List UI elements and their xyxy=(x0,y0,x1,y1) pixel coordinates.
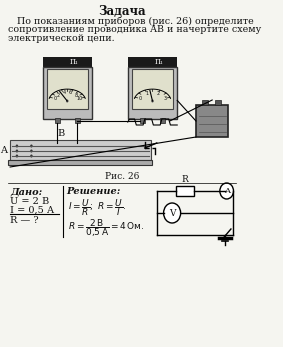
Circle shape xyxy=(151,100,154,102)
Text: 2: 2 xyxy=(57,93,60,98)
Text: 2: 2 xyxy=(156,91,160,96)
Bar xyxy=(55,118,60,123)
Text: Рис. 26: Рис. 26 xyxy=(105,172,140,181)
Circle shape xyxy=(30,150,33,152)
Circle shape xyxy=(16,144,18,147)
Bar xyxy=(132,69,173,109)
Text: $I = \dfrac{U}{R};\ R = \dfrac{U}{I}.$: $I = \dfrac{U}{R};\ R = \dfrac{U}{I}.$ xyxy=(68,197,126,218)
Text: 1: 1 xyxy=(145,91,149,96)
Text: электрической цепи.: электрической цепи. xyxy=(8,34,115,43)
Circle shape xyxy=(164,203,181,223)
Bar xyxy=(8,160,153,165)
Text: I = 0,5 А: I = 0,5 А xyxy=(10,206,54,215)
Bar xyxy=(202,100,209,105)
Text: 10: 10 xyxy=(77,96,83,101)
Circle shape xyxy=(30,154,33,158)
Bar xyxy=(42,57,92,67)
Text: U = 2 В: U = 2 В xyxy=(10,197,49,206)
Text: V: V xyxy=(169,209,175,218)
Text: R — ?: R — ? xyxy=(10,216,39,225)
Text: 8: 8 xyxy=(75,93,78,98)
Circle shape xyxy=(66,100,68,102)
Bar xyxy=(128,67,177,119)
Circle shape xyxy=(16,150,18,152)
Bar xyxy=(140,118,145,123)
Circle shape xyxy=(16,154,18,158)
Bar xyxy=(47,69,88,109)
Text: 6: 6 xyxy=(69,91,72,95)
Bar xyxy=(42,67,92,119)
Text: Задача: Задача xyxy=(98,5,146,18)
Text: П₁: П₁ xyxy=(155,58,164,66)
Bar xyxy=(10,140,151,160)
Text: A: A xyxy=(1,145,8,154)
Text: B: B xyxy=(58,129,65,138)
Text: $R = \dfrac{2\,\text{В}}{0{,}5\,\text{А}} = 4\,\text{Ом.}$: $R = \dfrac{2\,\text{В}}{0{,}5\,\text{А}… xyxy=(68,217,144,239)
Bar xyxy=(196,105,228,137)
Text: R: R xyxy=(181,175,188,184)
Bar xyxy=(215,100,221,105)
Bar xyxy=(74,118,80,123)
Text: По показаниям приборов (рис. 26) определите: По показаниям приборов (рис. 26) определ… xyxy=(8,16,254,25)
Text: Дано:: Дано: xyxy=(10,187,42,196)
Bar xyxy=(175,186,194,196)
Text: П₁: П₁ xyxy=(70,58,78,66)
Text: 0: 0 xyxy=(53,96,56,101)
Text: сопротивление проводника AB и начертите схему: сопротивление проводника AB и начертите … xyxy=(8,25,262,34)
Bar xyxy=(160,118,165,123)
Bar xyxy=(128,57,177,67)
Text: A: A xyxy=(224,187,230,195)
Circle shape xyxy=(30,144,33,147)
Text: Решение:: Решение: xyxy=(67,187,121,196)
Circle shape xyxy=(220,183,233,199)
Text: 4: 4 xyxy=(62,91,65,95)
Text: 3: 3 xyxy=(163,96,166,101)
Text: 0: 0 xyxy=(138,96,142,101)
